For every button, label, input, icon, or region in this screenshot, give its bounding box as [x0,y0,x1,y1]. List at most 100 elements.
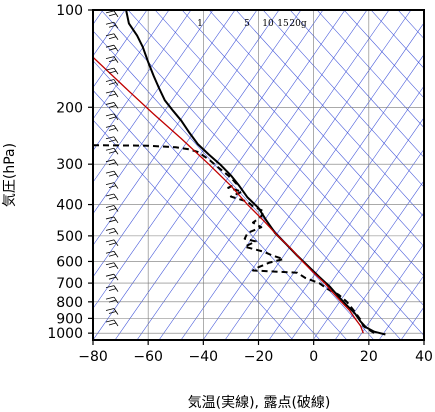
guide-line-skewed [202,22,424,340]
guide-line-adiabat [154,10,424,307]
wind-barb-flag [108,208,117,211]
wind-barb-flag [105,79,115,82]
mixing-ratio-label: 15 [277,19,289,29]
wind-barb-flag [108,82,117,85]
sounding-line-1 [93,144,375,335]
x-tick-label: −40 [189,349,219,365]
wind-barb-flag [108,150,117,154]
wind-barb-flag [108,116,117,120]
guide-line-adiabat [93,60,348,340]
wind-barb-flag [105,239,115,243]
wind-barbs [105,10,119,327]
wind-barb-flag [108,253,117,257]
y-tick-label: 200 [56,100,83,116]
wind-barb-flag [105,102,115,105]
y-tick-label: 400 [56,198,83,214]
wind-barb-flag [108,105,117,108]
wind-barb-flag [108,47,117,51]
guide-line-skewed [93,10,170,120]
guide-line-adiabat [208,10,424,247]
sounding-line-2 [93,56,364,334]
wind-barb-flag [105,124,115,128]
guide-line-skewed [93,10,214,183]
guide-line-adiabat [93,30,375,340]
guide-line-skewed [93,10,192,152]
guide-line-skewed [356,243,424,340]
guide-line-adiabat [181,10,424,277]
x-tick-label: 0 [309,349,318,365]
guide-line-adiabat [316,10,424,129]
wind-barb-flag [105,262,115,266]
wind-barb-flag [108,288,117,292]
guide-line-skewed [246,85,424,340]
wind-barb-flag [105,56,115,60]
wind-barb-flag [105,10,115,14]
wind-barb-flag [105,67,115,71]
wind-barb-flag [105,147,115,151]
wind-barb-flag [108,70,117,74]
wind-barb-flag [105,113,115,117]
guide-line-skewed [334,211,424,340]
wind-barb-flag [108,311,117,314]
wind-barb-flag [105,205,115,208]
wind-barb-flag [108,59,117,63]
wind-barb-flag [105,273,115,277]
guide-line-adiabat [262,10,424,188]
wind-barb-flag [105,250,115,254]
wind-barb-flag [105,216,115,220]
wind-barb-flag [108,36,117,40]
wind-barb-flag [105,21,115,25]
wind-barb-flag [108,322,117,326]
mixing-ratio-label: 5 [244,19,250,29]
guide-line-adiabat [93,119,294,340]
y-tick-label: 100 [56,3,83,19]
guide-line-skewed [136,10,368,340]
wind-barb-flag [108,173,117,177]
wind-barb-flag [108,276,117,280]
wind-barb-flag [105,319,115,323]
y-tick-label: 300 [56,157,83,173]
wind-barb-flag [105,136,115,140]
x-tick-label: −20 [244,349,274,365]
guide-line-skewed [180,10,412,340]
wind-barb-flag [108,139,117,143]
guide-line-skewed [93,10,148,88]
wind-barb-flag [108,219,117,223]
wind-barb-flag [108,230,117,234]
guide-line-skewed [268,117,424,340]
x-tick-label: −60 [133,349,163,365]
y-tick-label: 700 [56,276,83,292]
guide-line-adiabat [425,10,435,340]
guide-line-adiabat [235,10,424,218]
guide-line-adiabat [100,10,402,340]
y-tick-label: 600 [56,254,83,270]
mixing-ratio-label: 20g [289,19,306,29]
x-tick-label: −80 [78,349,108,365]
x-axis-title: 気温(実線), 露点(破線) [188,395,331,411]
x-axis-ticks: −80 −60 −40 −20 0 20 40 [78,340,433,365]
mixing-ratio-label: 10 [262,19,274,29]
wind-barb-flag [108,162,117,166]
wind-barb-flag [108,242,117,246]
x-tick-label: 40 [415,349,433,365]
y-axis-title: 気圧(hPa) [2,143,18,207]
guide-line-skewed [158,10,390,340]
y-tick-label: 800 [56,295,83,311]
wind-barb-flag [105,159,115,163]
guide-line-skewed [93,10,302,309]
guide-line-skewed [378,274,424,340]
wind-barb-flag [105,308,115,311]
series-layer [93,10,386,336]
guide-line-adiabat [343,10,424,99]
guide-line-adiabat [370,10,424,69]
guide-line-skewed [93,10,324,340]
wind-barb-flag [105,170,115,174]
y-tick-label: 1000 [47,326,83,342]
wind-barb-flag [105,296,115,300]
wind-barb-flag [105,90,115,94]
wind-barb-flag [108,299,117,303]
wind-barb-flag [105,44,115,48]
guide-line-skewed [224,53,424,340]
mixing-ratio-label: 1 [197,19,203,29]
